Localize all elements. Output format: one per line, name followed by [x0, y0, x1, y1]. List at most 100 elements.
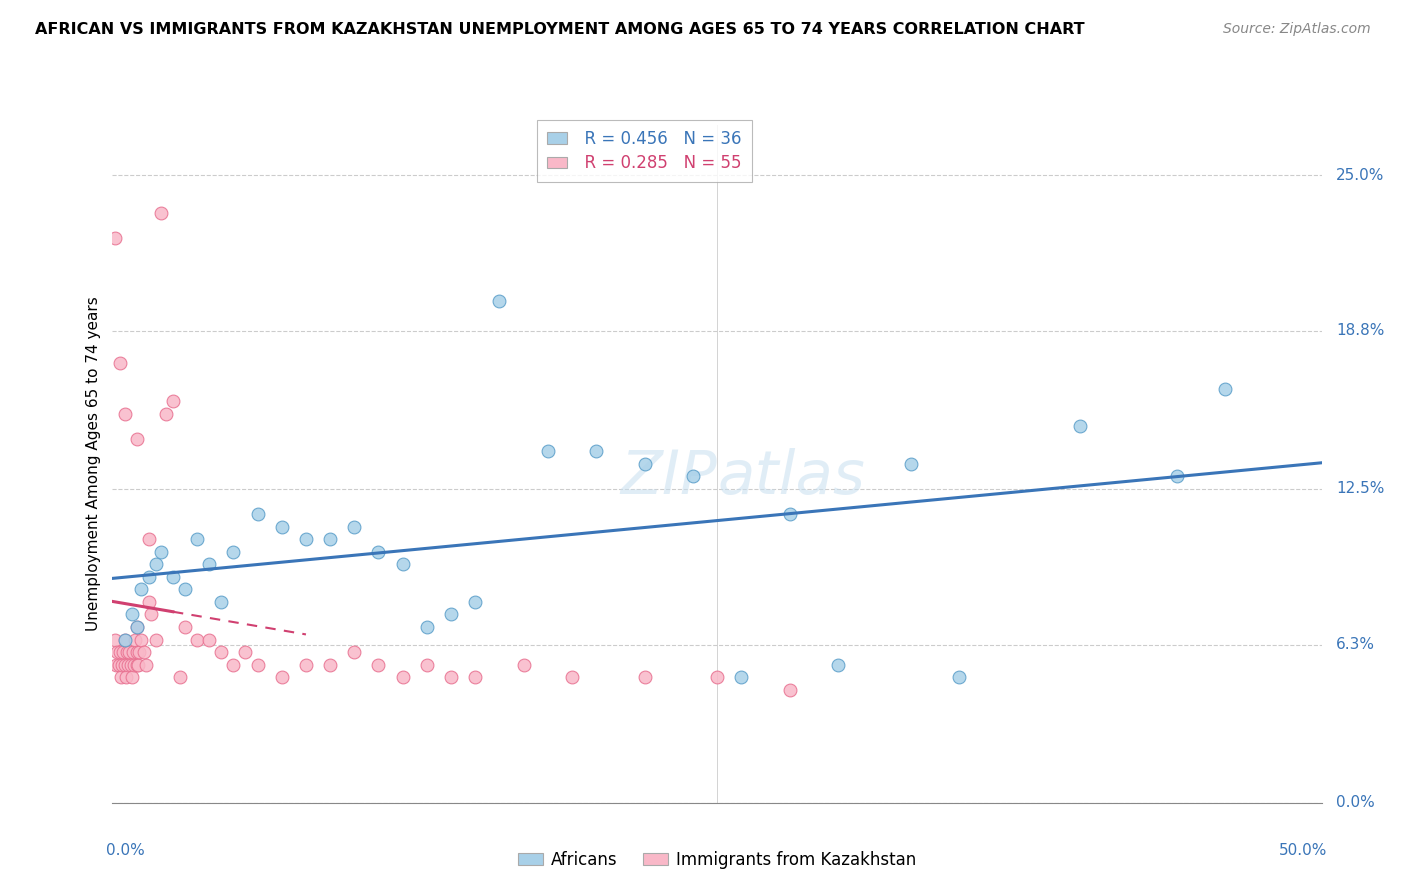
Point [391, 670, 413, 684]
Point [149, 545, 172, 559]
Text: AFRICAN VS IMMIGRANTS FROM KAZAKHSTAN UNEMPLOYMENT AMONG AGES 65 TO 74 YEARS COR: AFRICAN VS IMMIGRANTS FROM KAZAKHSTAN UN… [35, 22, 1085, 37]
Text: 18.8%: 18.8% [1336, 323, 1385, 338]
Text: 0.0%: 0.0% [1336, 796, 1375, 810]
Point [174, 582, 197, 597]
Point [121, 607, 143, 622]
Text: 12.5%: 12.5% [1336, 482, 1385, 497]
Text: Source: ZipAtlas.com: Source: ZipAtlas.com [1223, 22, 1371, 37]
Point [145, 558, 167, 572]
Point [138, 595, 160, 609]
Point [135, 657, 157, 672]
Point [121, 670, 143, 684]
Point [464, 670, 486, 684]
Point [114, 632, 136, 647]
Point [122, 657, 145, 672]
Point [416, 657, 439, 672]
Point [125, 657, 148, 672]
Point [246, 507, 269, 521]
Text: 0.0%: 0.0% [107, 844, 145, 858]
Point [155, 407, 177, 421]
Point [343, 519, 366, 533]
Point [706, 670, 728, 684]
Point [145, 632, 167, 647]
Point [105, 657, 128, 672]
Point [633, 457, 655, 471]
Point [114, 657, 136, 672]
Point [186, 532, 208, 546]
Point [561, 670, 583, 684]
Point [682, 469, 704, 483]
Point [464, 595, 486, 609]
Point [537, 444, 560, 458]
Point [138, 570, 160, 584]
Point [827, 657, 849, 672]
Point [416, 620, 439, 634]
Point [149, 206, 172, 220]
Point [270, 670, 292, 684]
Legend: Africans, Immigrants from Kazakhstan: Africans, Immigrants from Kazakhstan [512, 845, 922, 876]
Point [132, 645, 155, 659]
Point [105, 645, 128, 659]
Point [633, 670, 655, 684]
Point [125, 620, 148, 634]
Point [198, 558, 221, 572]
Point [319, 657, 342, 672]
Point [112, 645, 135, 659]
Point [209, 595, 232, 609]
Point [391, 558, 413, 572]
Point [125, 645, 148, 659]
Point [367, 657, 389, 672]
Point [125, 432, 148, 446]
Point [488, 293, 510, 308]
Point [779, 507, 801, 521]
Text: ZIP: ZIP [620, 448, 717, 507]
Point [235, 645, 257, 659]
Point [779, 682, 801, 697]
Point [948, 670, 970, 684]
Point [108, 356, 131, 370]
Text: 6.3%: 6.3% [1336, 637, 1375, 652]
Point [131, 632, 153, 647]
Point [295, 657, 318, 672]
Point [118, 645, 141, 659]
Point [114, 632, 136, 647]
Point [246, 657, 269, 672]
Point [585, 444, 607, 458]
Point [162, 570, 184, 584]
Point [198, 632, 221, 647]
Point [512, 657, 534, 672]
Point [367, 545, 389, 559]
Point [1166, 469, 1188, 483]
Point [125, 620, 148, 634]
Point [440, 607, 463, 622]
Point [114, 670, 136, 684]
Point [295, 532, 318, 546]
Point [174, 620, 197, 634]
Point [110, 670, 132, 684]
Point [128, 645, 150, 659]
Point [114, 407, 136, 421]
Point [127, 657, 149, 672]
Point [169, 670, 191, 684]
Point [104, 632, 127, 647]
Point [122, 645, 145, 659]
Text: atlas: atlas [717, 448, 865, 507]
Point [131, 582, 153, 597]
Point [117, 657, 139, 672]
Point [1069, 419, 1091, 434]
Text: 25.0%: 25.0% [1336, 168, 1385, 183]
Point [111, 657, 134, 672]
Point [120, 657, 142, 672]
Point [730, 670, 752, 684]
Point [141, 607, 163, 622]
Point [115, 645, 138, 659]
Point [222, 545, 245, 559]
Point [124, 632, 146, 647]
Point [138, 532, 160, 546]
Point [900, 457, 922, 471]
Point [343, 645, 366, 659]
Point [162, 394, 184, 409]
Point [107, 657, 129, 672]
Point [108, 645, 131, 659]
Point [186, 632, 208, 647]
